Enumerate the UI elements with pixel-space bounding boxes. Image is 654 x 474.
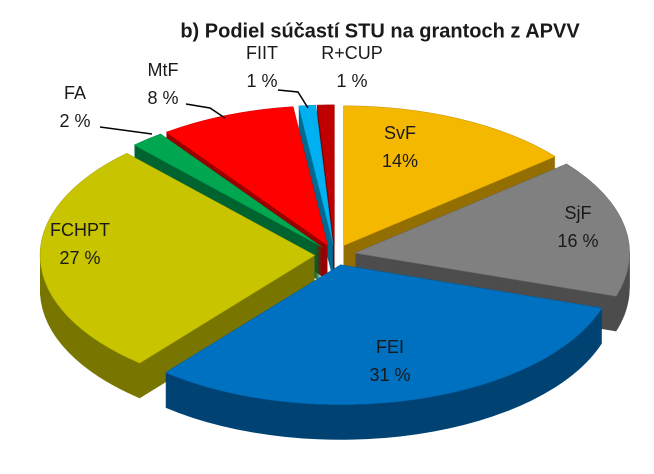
slice — [353, 163, 630, 297]
slice — [164, 264, 603, 406]
slice-label: FA — [64, 83, 86, 103]
slice-side-layer — [298, 113, 334, 253]
slice-side-layer — [298, 117, 334, 257]
slice-side-layer — [298, 119, 334, 259]
leader-line — [277, 89, 309, 109]
labels: SvF 14% SjF 16 % FEI 31 % FCHPT 27 % FA 2 % MtF 8 %… — [50, 43, 599, 385]
slice-side-layer — [298, 122, 334, 262]
slice-side-layer — [298, 118, 334, 258]
slice — [133, 133, 323, 248]
slice-label: SjF — [565, 203, 592, 223]
pie — [39, 104, 630, 440]
slice — [316, 104, 335, 245]
slice-value-label: 31 % — [369, 365, 410, 385]
chart-title: b) Podiel súčastí STU na grantoch z APVV — [180, 20, 580, 42]
slice — [39, 152, 316, 364]
slice-label: MtF — [148, 60, 179, 80]
slice-side-layer — [298, 107, 334, 247]
slice-label: R+CUP — [321, 43, 383, 63]
slice — [165, 106, 329, 247]
slice-value-label: 14% — [382, 151, 418, 171]
slice-side-layer — [298, 114, 334, 254]
leader-line — [99, 126, 153, 135]
slice-label: FEI — [376, 337, 404, 357]
slice-side-layer — [298, 126, 334, 266]
slice-side-layer — [298, 125, 334, 265]
slice — [343, 105, 556, 247]
leader-line — [185, 103, 226, 119]
slice-side-layer — [298, 110, 334, 250]
slice-label: FCHPT — [50, 220, 110, 240]
slice-side-layer — [298, 124, 334, 264]
slice-value-label: 16 % — [557, 231, 598, 251]
slice-side-layer — [298, 120, 334, 260]
slice-value-label: 1 % — [336, 71, 367, 91]
slice-label: SvF — [384, 123, 416, 143]
slice-value-label: 8 % — [147, 88, 178, 108]
slice-side-layer — [298, 109, 334, 249]
slice-value-label: 1 % — [246, 71, 277, 91]
slice-side-layer — [298, 115, 334, 255]
slice-side-layer — [298, 111, 334, 251]
slice-side-layer — [298, 112, 334, 252]
slice-side-layer — [298, 108, 334, 248]
slice-side-layer — [298, 116, 334, 256]
slice-side-layer — [298, 123, 334, 263]
slice-label: FIIT — [246, 43, 278, 63]
slice-value-label: 27 % — [59, 248, 100, 268]
slice-side-layer — [298, 121, 334, 261]
slice-value-label: 2 % — [59, 111, 90, 131]
